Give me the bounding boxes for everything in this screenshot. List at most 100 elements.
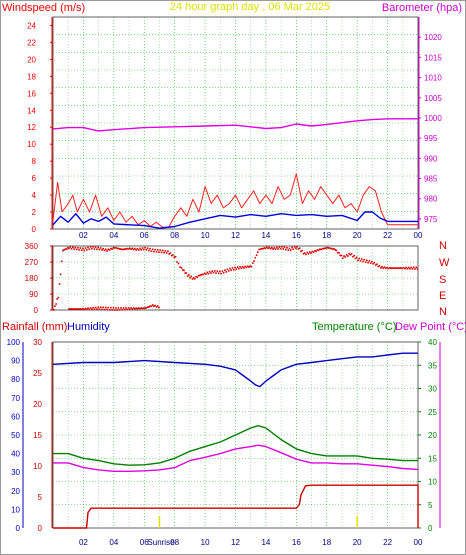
- wind-direction-point: [402, 266, 405, 269]
- p3-humidity-tick-label: 60: [11, 412, 20, 421]
- p1-xtick-label: 12: [231, 231, 240, 240]
- wind-direction-point: [149, 247, 151, 250]
- wind-direction-point: [268, 246, 271, 249]
- wind-direction-point: [259, 248, 262, 250]
- p1-ytick-label: 24: [27, 21, 36, 30]
- wind-direction-point: [69, 308, 72, 311]
- wind-direction-point: [107, 306, 110, 309]
- wind-direction-point: [168, 253, 170, 255]
- wind-direction-point: [372, 262, 374, 265]
- wind-direction-point: [124, 248, 126, 250]
- wind-direction-point: [67, 246, 69, 249]
- wind-direction-point: [282, 248, 284, 250]
- wind-direction-point: [164, 250, 167, 252]
- wind-direction-point: [364, 261, 367, 263]
- p3-temp-tick-label: 15: [428, 454, 437, 463]
- wind-direction-point: [72, 308, 74, 310]
- wind-direction-point: [352, 255, 354, 258]
- wind-direction-point: [102, 247, 104, 250]
- wind-direction-point: [151, 248, 154, 251]
- wind-direction-point: [132, 307, 135, 309]
- wind-direction-point: [254, 256, 257, 259]
- wind-direction-point: [78, 249, 80, 251]
- wind-direction-point: [141, 307, 144, 310]
- wind-direction-point: [126, 247, 129, 250]
- wind-direction-point: [238, 267, 240, 270]
- wind-direction-point: [333, 248, 335, 250]
- wind-direction-point: [56, 298, 58, 300]
- wind-direction-point: [302, 252, 305, 255]
- wind-direction-point: [110, 306, 112, 309]
- wind-direction-point: [339, 254, 341, 257]
- p3-xtick-label: 00: [414, 538, 423, 547]
- p3-humidity-tick-label: 80: [11, 375, 20, 384]
- wind-direction-point: [58, 283, 61, 285]
- p2-ytick-label: 0: [34, 306, 39, 315]
- wind-direction-point: [291, 246, 293, 249]
- wind-direction-point: [415, 266, 418, 269]
- wind-direction-point: [86, 249, 88, 251]
- wind-direction-point: [353, 254, 355, 257]
- wind-direction-point: [383, 266, 386, 268]
- wind-direction-point: [344, 256, 347, 258]
- wind-direction-point: [272, 248, 274, 250]
- wind-direction-point: [129, 247, 131, 249]
- wind-direction-point: [221, 270, 224, 272]
- wind-direction-point: [284, 248, 287, 251]
- p3-rain-tick-label: 25: [33, 369, 42, 378]
- wind-direction-point: [150, 250, 153, 252]
- wind-direction-point: [177, 262, 180, 265]
- p1-y2tick-label: 975: [424, 215, 438, 224]
- wind-direction-point: [183, 269, 185, 272]
- p3-xtick-label: 14: [261, 538, 270, 547]
- p1-xtick-label: 22: [383, 231, 392, 240]
- wind-direction-point: [366, 259, 368, 262]
- wind-direction-point: [371, 260, 373, 263]
- wind-direction-point: [113, 247, 116, 249]
- p3-humidity-tick-label: 90: [11, 357, 20, 366]
- wind-direction-point: [139, 247, 141, 250]
- p3-humidity-tick-label: 100: [7, 338, 21, 347]
- wind-direction-point: [91, 308, 93, 311]
- wind-direction-point: [241, 265, 244, 268]
- p1-y2tick-label: 1000: [424, 114, 442, 123]
- wind-direction-point: [158, 251, 160, 253]
- wind-direction-point: [93, 308, 96, 310]
- wind-direction-point: [111, 309, 113, 311]
- wind-direction-point: [137, 249, 140, 251]
- wind-direction-point: [391, 267, 393, 269]
- wind-direction-point: [326, 246, 329, 249]
- p2-ytick-label: 90: [29, 290, 38, 299]
- wind-direction-point: [343, 255, 345, 257]
- wind-direction-point: [69, 246, 72, 248]
- p1-y2tick-label: 990: [424, 154, 438, 163]
- wind-direction-point: [264, 247, 267, 250]
- wind-direction-point: [179, 266, 181, 268]
- wind-direction-point: [197, 274, 200, 277]
- p3-xtick-label: 18: [322, 538, 331, 547]
- wind-direction-point: [243, 267, 245, 269]
- p1-xtick-label: 00: [414, 231, 423, 240]
- wind-direction-point: [190, 275, 193, 278]
- wind-direction-point: [257, 251, 259, 253]
- wind-direction-point: [354, 257, 357, 260]
- wind-direction-point: [416, 268, 419, 270]
- wind-direction-point: [169, 252, 172, 254]
- wind-direction-point: [231, 267, 234, 269]
- wind-direction-point: [363, 258, 366, 261]
- wind-direction-point: [407, 266, 410, 269]
- wind-direction-point: [397, 267, 400, 269]
- wind-direction-point: [322, 247, 325, 250]
- wind-direction-point: [144, 307, 146, 309]
- wind-direction-point: [64, 248, 67, 250]
- wind-direction-point: [72, 246, 74, 249]
- wind-direction-point: [118, 248, 121, 250]
- wind-direction-point: [122, 307, 125, 309]
- wind-direction-point: [222, 272, 225, 274]
- wind-direction-point: [145, 307, 148, 309]
- wind-direction-point: [405, 266, 407, 269]
- wind-direction-point: [233, 268, 235, 271]
- wind-direction-point: [107, 248, 110, 251]
- wind-direction-point: [144, 246, 146, 249]
- wind-direction-panel: 0 90 180 270 360: [25, 242, 419, 315]
